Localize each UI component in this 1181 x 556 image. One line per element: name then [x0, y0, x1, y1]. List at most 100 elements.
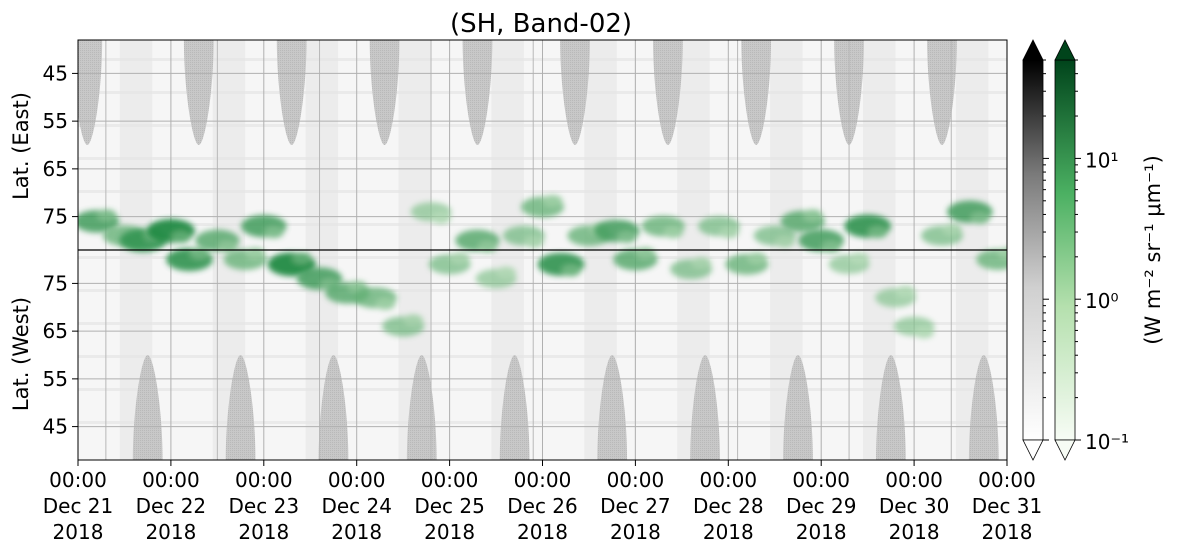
colorbar-ticks: 10¹ 10⁰ 10⁻¹: [1043, 59, 1129, 454]
emission-patch-lobe: [245, 247, 266, 260]
colorbar-tick-label: 10⁰: [1085, 289, 1118, 313]
daylight-lobe-bottom: [318, 355, 349, 460]
emission-patch-lobe: [449, 252, 470, 265]
emission-patch: [146, 218, 195, 243]
emission-patch: [520, 195, 565, 218]
y-tick-label: 75: [43, 271, 68, 295]
daylight-lobe-top: [276, 40, 307, 145]
x-tick-label: 2018: [703, 520, 754, 544]
x-tick-label: Dec 30: [879, 494, 950, 518]
x-tick-label: 2018: [517, 520, 568, 544]
y-tick-labels: 45 55 65 75 75 65 55 45: [43, 61, 78, 439]
daylight-lobe-top: [369, 40, 400, 145]
emission-patch: [828, 252, 870, 274]
daylight-lobe-bottom: [597, 355, 628, 460]
x-tick-label: 00:00: [49, 468, 107, 492]
emission-patch-lobe: [997, 247, 1007, 260]
y-tick-label: 65: [43, 157, 68, 181]
x-tick-label: 00:00: [514, 468, 572, 492]
emission-patch-lobe: [746, 252, 767, 265]
x-tick-label: 2018: [610, 520, 661, 544]
daylight-lobes: [78, 40, 999, 460]
emission-patch-lobe: [635, 247, 656, 260]
emission-patch: [844, 214, 892, 239]
x-tick-label: Dec 25: [414, 494, 485, 518]
emission-patch: [670, 257, 713, 280]
emission-patch: [753, 225, 796, 248]
x-tick-label: 2018: [982, 520, 1033, 544]
y-tick-label: 45: [43, 61, 68, 85]
daylight-lobe-top: [653, 40, 683, 145]
colorbar-grey-min-arrow: [1022, 439, 1044, 461]
emission-patch: [475, 266, 517, 289]
y-axis-label-east: Lat. (East): [9, 92, 33, 200]
y-tick-label: 75: [43, 205, 68, 229]
x-tick-label: Dec 22: [136, 494, 207, 518]
x-tick-label: Dec 26: [507, 494, 578, 518]
x-tick-label: Dec 21: [43, 494, 114, 518]
x-tick-label: 2018: [424, 520, 475, 544]
emission-patch-lobe: [561, 264, 582, 277]
emission-patch-lobe: [616, 230, 637, 243]
x-tick-label: 2018: [145, 520, 196, 544]
emission-patch-lobe: [663, 226, 684, 239]
emission-patch: [893, 316, 935, 339]
emission-patch-lobe: [523, 235, 544, 248]
emission-patch-lobe: [691, 257, 712, 270]
colorbar-grey-max-arrow: [1022, 39, 1044, 61]
emission-patch: [267, 252, 316, 277]
x-tick-label: 00:00: [607, 468, 665, 492]
colorbar-green: [1054, 39, 1076, 461]
emission-patch: [240, 214, 287, 239]
daylight-lobe-bottom: [132, 355, 163, 460]
y-axis-label-west: Lat. (West): [9, 297, 33, 411]
x-tick-label: 00:00: [142, 468, 200, 492]
emission-patch: [875, 285, 916, 308]
daylight-lobe-bottom: [499, 355, 530, 460]
emission-patch-lobe: [719, 226, 740, 239]
daylight-lobe-bottom: [406, 355, 437, 460]
emission-patch-lobe: [496, 266, 517, 279]
daylight-lobe-top: [78, 40, 103, 145]
emission-patch-lobe: [170, 230, 191, 243]
emission-patch: [353, 287, 397, 310]
x-tick-label: 00:00: [978, 468, 1036, 492]
emission-patch: [382, 314, 425, 337]
colorbar-tick-label: 10¹: [1085, 148, 1118, 172]
emission-patch-lobe: [263, 226, 284, 239]
daylight-lobe-top: [183, 40, 214, 145]
x-tick-label: Dec 31: [972, 494, 1043, 518]
emission-patch-lobe: [941, 223, 962, 236]
colorbar-green-max-arrow: [1054, 39, 1076, 61]
x-tick-label: Dec 24: [321, 494, 392, 518]
daylight-lobe-bottom: [225, 355, 256, 460]
x-tick-label: 2018: [238, 520, 289, 544]
emission-patch: [725, 252, 769, 275]
daylight-lobe-bottom: [968, 355, 999, 460]
emission-patch-lobe: [914, 326, 935, 339]
x-tick-label: Dec 23: [229, 494, 300, 518]
emission-patch: [947, 200, 993, 224]
emission-patch-core: [976, 249, 1007, 270]
emission-patches: [78, 195, 1007, 339]
emission-patch-lobe: [403, 314, 424, 327]
emission-patch: [428, 252, 471, 275]
x-tick-label: 2018: [889, 520, 940, 544]
x-tick-label: Dec 29: [786, 494, 857, 518]
y-tick-label: 65: [43, 319, 68, 343]
x-tick-label: 00:00: [235, 468, 293, 492]
x-tick-label: 00:00: [792, 468, 850, 492]
emission-patch: [502, 225, 545, 248]
x-tick-label: 00:00: [421, 468, 479, 492]
x-tick-label: 00:00: [699, 468, 757, 492]
daylight-lobe-top: [462, 40, 493, 145]
x-tick-label: Dec 28: [693, 494, 764, 518]
y-tick-label: 45: [43, 415, 68, 439]
colorbar-green-min-arrow: [1054, 439, 1076, 461]
x-tick-label: Dec 27: [600, 494, 671, 518]
emission-patch-lobe: [802, 209, 823, 222]
emission-patch: [410, 202, 452, 224]
emission-patch-lobe: [477, 240, 498, 253]
daylight-lobe-bottom: [783, 355, 813, 460]
